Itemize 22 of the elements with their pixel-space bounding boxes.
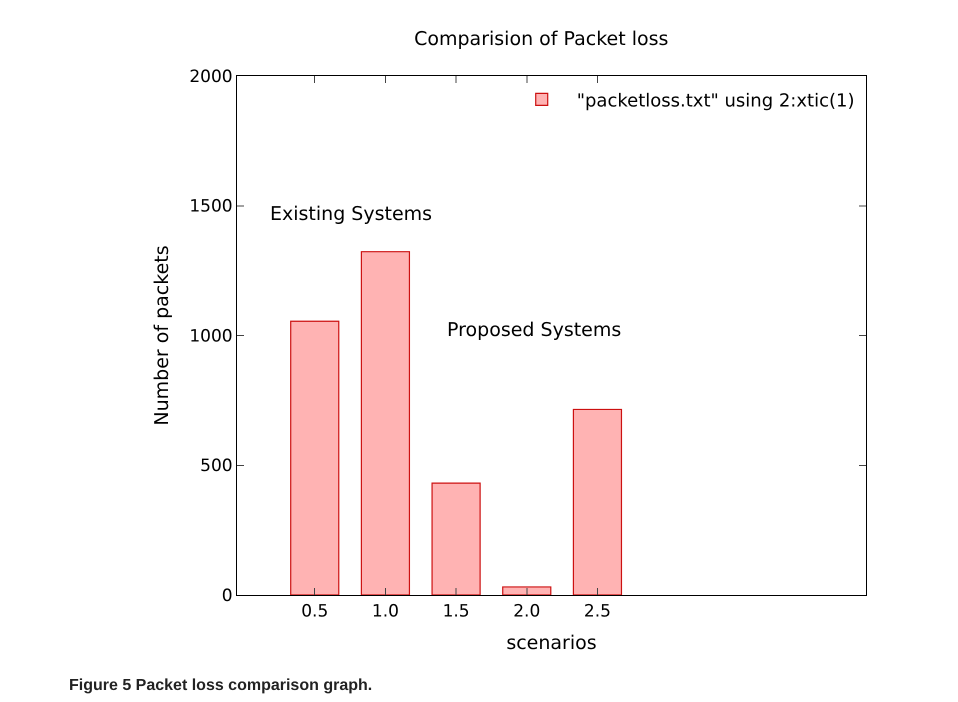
bar bbox=[290, 320, 340, 595]
y-tick-label: 500 bbox=[200, 456, 233, 476]
x-axis-title: scenarios bbox=[506, 632, 597, 654]
x-tick-label: 2.5 bbox=[584, 601, 611, 622]
bar bbox=[572, 408, 622, 595]
y-tick-label: 1000 bbox=[189, 326, 233, 346]
x-tick-label: 2.0 bbox=[513, 601, 540, 622]
y-tick-label: 2000 bbox=[189, 66, 233, 87]
annotation: Proposed Systems bbox=[447, 319, 622, 341]
y-tick-label: 0 bbox=[222, 586, 233, 606]
legend-label: "packetloss.txt" using 2:xtic(1) bbox=[576, 90, 854, 112]
bar bbox=[431, 482, 481, 595]
y-tick-label: 1500 bbox=[189, 196, 233, 217]
bar bbox=[360, 251, 410, 595]
annotation: Existing Systems bbox=[270, 203, 432, 225]
x-tick-label: 1.0 bbox=[372, 601, 399, 622]
bar bbox=[502, 586, 552, 595]
x-tick-label: 0.5 bbox=[301, 601, 328, 622]
chart-title: Comparision of Packet loss bbox=[414, 28, 668, 50]
y-axis-title: Number of packets bbox=[151, 245, 174, 426]
caption: Figure 5 Packet loss comparison graph. bbox=[69, 677, 372, 694]
x-tick-label: 1.5 bbox=[442, 601, 470, 622]
